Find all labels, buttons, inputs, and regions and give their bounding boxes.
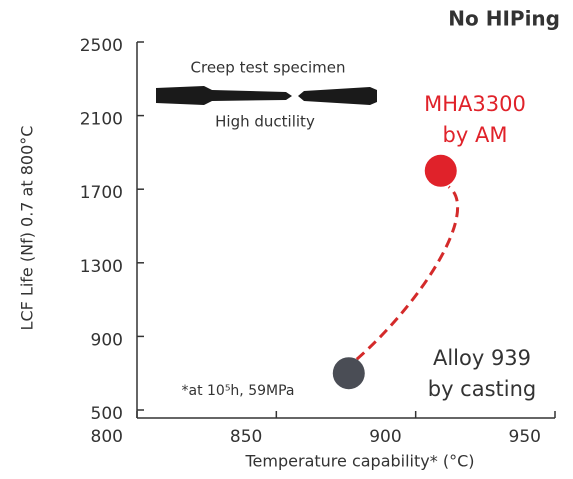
chart-title: No HIPing [448,7,560,31]
point-label: by AM [443,123,508,147]
annotation: High ductility [215,113,315,131]
point-label: MHA3300 [424,92,526,116]
x-tick-label: 800 [91,427,123,447]
connector [355,185,460,361]
x-axis-title: Temperature capability* (°C) [245,452,475,471]
y-axis-title: LCF Life (Nf) 0.7 at 800°C [18,126,37,331]
data-point [332,357,365,390]
y-tick-label: 1300 [80,257,123,277]
y-tick-label: 2100 [80,110,123,130]
x-tick-label: 950 [509,427,541,447]
y-tick-label: 500 [91,404,123,424]
x-tick-label: 900 [369,427,401,447]
point-label: Alloy 939 [433,346,531,370]
annotation: *at 10⁵h, 59MPa [181,383,294,399]
data-point [424,154,457,187]
point-label: by casting [428,377,537,401]
y-tick-label: 900 [91,330,123,350]
y-tick-label: 1700 [80,183,123,203]
annotation: Creep test specimen [191,59,346,77]
x-tick-label: 850 [230,427,262,447]
y-tick-label: 2500 [80,36,123,56]
specimen-image [156,86,377,105]
